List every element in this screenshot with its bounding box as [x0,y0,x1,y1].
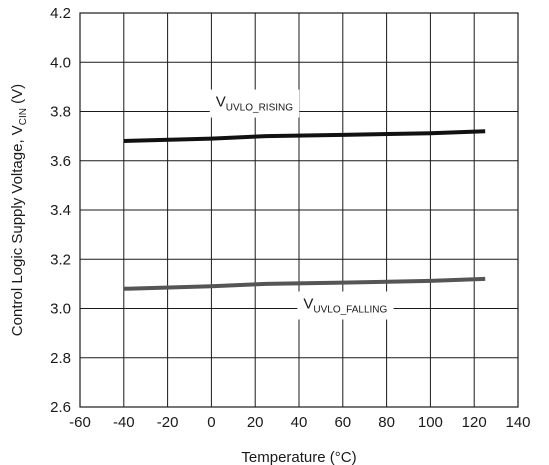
series-line-0 [123,129,486,143]
x-tick-label: 120 [462,414,487,431]
x-tick-label: 20 [247,414,264,431]
series-label-bg [209,89,300,118]
series-label-sub: UVLO_RISING [226,103,293,114]
y-tick-label: 3.6 [50,153,71,170]
grid [79,12,519,408]
y-tick-label: 3.2 [50,251,71,268]
y-axis-title-sub: CIN [18,108,29,125]
series-label-main: V [216,94,226,111]
x-tick-label: -60 [69,414,91,431]
series-line-1 [123,276,486,291]
x-tick-label: -40 [113,414,135,431]
y-tick-label: 3.0 [50,301,71,318]
series-lines [123,129,486,291]
y-axis-title: Control Logic Supply Voltage, VCIN (V) [9,84,29,336]
x-tick-labels: -60 -40 -20 0 20 40 60 80 100 120 140 [69,414,530,431]
plot-frame [79,12,519,408]
series-label-bg [297,291,394,320]
y-tick-label: 2.6 [50,399,71,416]
x-axis-title: Temperature (°C) [241,449,356,465]
y-tick-labels: 2.6 2.8 3.0 3.2 3.4 3.6 3.8 4.0 4.2 [50,5,71,416]
y-tick-label: 3.4 [50,202,71,219]
y-tick-label: 4.2 [50,5,71,22]
x-tick-label: 40 [291,414,308,431]
series-label-1: VUVLO_FALLING [303,296,387,316]
x-tick-label: 0 [207,414,215,431]
y-axis-title-main: Control Logic Supply Voltage, V [9,125,26,336]
y-tick-label: 2.8 [50,350,71,367]
series-label-sub: UVLO_FALLING [313,305,387,316]
y-axis-title-suffix: (V) [9,84,26,108]
y-tick-label: 4.0 [50,54,71,71]
x-tick-label: 100 [418,414,443,431]
x-tick-label: -20 [157,414,179,431]
series-label-0: VUVLO_RISING [216,94,293,114]
series-label-main: V [303,296,313,313]
x-tick-label: 60 [334,414,351,431]
x-tick-label: 80 [378,414,395,431]
y-tick-label: 3.8 [50,104,71,121]
x-tick-label: 140 [505,414,530,431]
